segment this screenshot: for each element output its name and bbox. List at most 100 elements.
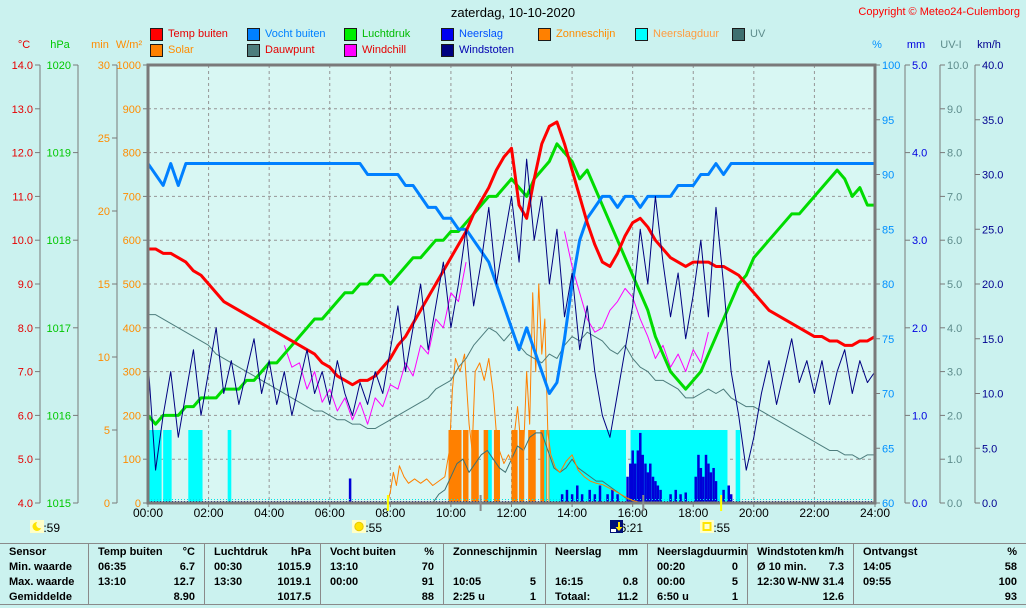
cell-value: 1 xyxy=(529,590,536,603)
legend-item-zonneschijn: Zonneschijn xyxy=(538,26,635,42)
copyright-text: Copyright © Meteo24-Culemborg xyxy=(858,6,1020,18)
svg-text:2.0: 2.0 xyxy=(912,323,927,335)
chart-legend: Temp buiten Vocht buiten Luchtdruk Neerslag… xyxy=(150,26,829,58)
svg-text:40.0: 40.0 xyxy=(982,60,1003,72)
svg-text:9.0: 9.0 xyxy=(18,279,33,291)
axis-hpa: 1015 1016 1017 1018 1019 1020 hPa xyxy=(47,39,79,510)
axis-kmh: 0.0 5.0 10.0 15.0 20.0 25.0 30.0 35.0 40.0 km/h xyxy=(974,39,1003,510)
cell-time: Luchtdruk xyxy=(214,545,268,558)
svg-text:0.0: 0.0 xyxy=(947,498,962,510)
svg-text:06:00: 06:00 xyxy=(315,506,345,520)
svg-text:75: 75 xyxy=(882,334,894,346)
legend-item-neerslagduur: Neerslagduur xyxy=(635,26,732,42)
cell-time: Totaal: xyxy=(555,590,591,603)
cell-time: 00:00 xyxy=(330,575,359,588)
cell-value: 100 xyxy=(998,575,1017,588)
cell-time: 2:25 u xyxy=(453,590,485,603)
legend-label: Neerslagduur xyxy=(653,28,720,40)
legend-swatch xyxy=(150,27,163,41)
table-header-sensor: Sensor xyxy=(9,545,47,558)
svg-text:22:00: 22:00 xyxy=(799,506,829,520)
svg-text:20.0: 20.0 xyxy=(982,279,1003,291)
svg-text:70: 70 xyxy=(882,389,894,401)
legend-label: Solar xyxy=(168,44,194,56)
legend-item-solar: Solar xyxy=(150,42,247,58)
cell-time: 00:30 xyxy=(214,560,243,573)
svg-text:600: 600 xyxy=(123,235,141,247)
axis-mm: 0.0 1.0 2.0 3.0 4.0 5.0 mm xyxy=(904,39,927,510)
axis-wm2: 0 100 200 300 400 500 600 700 800 900 1000 W/m² xyxy=(116,39,148,510)
table-cell: 00:20 0 xyxy=(647,559,747,574)
svg-text:25.0: 25.0 xyxy=(982,224,1003,236)
table-cell: 00:00 5 xyxy=(647,574,747,589)
legend-label: Vocht buiten xyxy=(265,28,326,40)
table-cell xyxy=(545,559,647,574)
cell-value: 12.7 xyxy=(173,575,195,588)
svg-text:11.0: 11.0 xyxy=(12,191,33,203)
sunrise-marker: 07:55 xyxy=(352,520,385,535)
cell-value: 93 xyxy=(1004,590,1017,603)
svg-text:0: 0 xyxy=(104,498,110,510)
statistics-table: Sensor Temp buiten °C Luchtdruk hPa Vocht bui… xyxy=(0,543,1026,605)
series-uv xyxy=(432,432,639,503)
cell-value: 12.6 xyxy=(822,590,844,603)
table-cell: 14:05 58 xyxy=(853,559,1026,574)
sunset-marker: 18:55 xyxy=(700,520,733,535)
svg-text:14:00: 14:00 xyxy=(557,506,587,520)
table-cell: 6:50 u 1 xyxy=(647,589,747,604)
cell-value: 1015.9 xyxy=(277,560,311,573)
legend-swatch xyxy=(441,27,454,41)
svg-text:8.0: 8.0 xyxy=(18,323,33,335)
cell-value: 58 xyxy=(1004,560,1017,573)
cell-time: Zonneschijn xyxy=(453,545,518,558)
legend-swatch xyxy=(344,27,357,41)
cell-time: 12:30 xyxy=(757,575,786,588)
svg-text:24:00: 24:00 xyxy=(860,506,890,520)
legend-swatch xyxy=(732,27,745,41)
cell-value: 6.7 xyxy=(179,560,195,573)
svg-text:65: 65 xyxy=(882,443,894,455)
svg-text:15: 15 xyxy=(98,279,110,291)
axis-uvi: 0.0 1.0 2.0 3.0 4.0 5.0 6.0 7.0 8.0 9.0 10.0 UV-I xyxy=(939,39,968,510)
svg-text:500: 500 xyxy=(123,279,141,291)
cell-value: 5 xyxy=(529,575,536,588)
legend-label: UV xyxy=(750,28,766,40)
table-header-neerslag: Neerslag mm xyxy=(545,544,647,559)
svg-text:5.0: 5.0 xyxy=(947,279,962,291)
cell-value: 8.90 xyxy=(173,590,195,603)
svg-text:1015: 1015 xyxy=(47,498,71,510)
svg-text:0.0: 0.0 xyxy=(982,498,997,510)
svg-text:1020: 1020 xyxy=(47,60,71,72)
svg-text:°C: °C xyxy=(18,39,30,51)
svg-text:10.0: 10.0 xyxy=(12,235,33,247)
svg-text:W/m²: W/m² xyxy=(116,39,143,51)
svg-text:8.0: 8.0 xyxy=(947,148,962,160)
svg-text:5.0: 5.0 xyxy=(18,454,33,466)
svg-text:9.0: 9.0 xyxy=(947,104,962,116)
axis-pct: 60 65 70 75 80 85 90 95 100% xyxy=(872,39,900,510)
legend-label: Temp buiten xyxy=(168,28,228,40)
table-cell: 8.90 xyxy=(88,589,204,604)
svg-text:02:00: 02:00 xyxy=(194,506,224,520)
svg-text:3.0: 3.0 xyxy=(947,367,962,379)
svg-text:12.0: 12.0 xyxy=(12,148,33,160)
svg-text:10.0: 10.0 xyxy=(982,389,1003,401)
table-cell: 10:05 5 xyxy=(443,574,545,589)
svg-text:4.0: 4.0 xyxy=(947,323,962,335)
svg-text:5: 5 xyxy=(104,425,110,437)
svg-text:30.0: 30.0 xyxy=(982,170,1003,182)
svg-text:400: 400 xyxy=(123,323,141,335)
svg-text:1018: 1018 xyxy=(47,235,71,247)
svg-text:5.0: 5.0 xyxy=(912,60,927,72)
cell-time: Neerslagduur xyxy=(657,545,728,558)
table-header-temp-buiten: Temp buiten °C xyxy=(88,544,204,559)
svg-text:80: 80 xyxy=(882,279,894,291)
row-label: Max. waarde xyxy=(9,575,75,588)
table-cell: 1017.5 xyxy=(204,589,320,604)
svg-text:min: min xyxy=(91,39,109,51)
axis-min: 0 5 10 15 20 25 30 min xyxy=(91,39,118,510)
legend-label: Windchill xyxy=(362,44,407,56)
svg-text:6.0: 6.0 xyxy=(18,410,33,422)
legend-swatch xyxy=(441,43,454,57)
